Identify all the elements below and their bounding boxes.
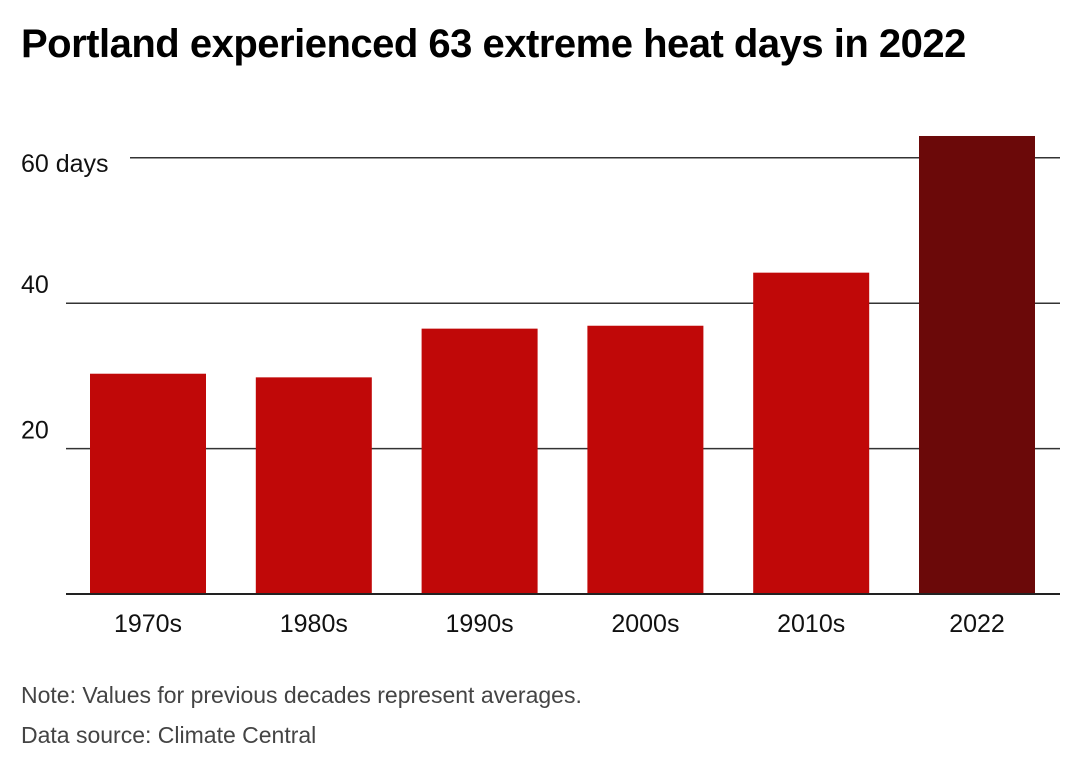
- bars: [90, 135, 1035, 595]
- bar: [753, 272, 870, 594]
- gridlines: [66, 157, 1060, 450]
- y-tick-label: 20: [21, 417, 49, 445]
- bar: [587, 325, 704, 594]
- x-axis-labels: 1970s 1980s 1990s 2000s 2010s 2022: [114, 610, 1005, 638]
- y-axis-labels: 20 40 60 days: [21, 150, 109, 445]
- data-source: Data source: Climate Central: [21, 722, 317, 748]
- y-tick-label: 60 days: [21, 150, 109, 178]
- x-tick-label: 2022: [949, 610, 1005, 638]
- bar: [421, 328, 538, 594]
- x-tick-label: 2010s: [777, 610, 845, 638]
- bar: [90, 373, 206, 594]
- x-tick-label: 1980s: [280, 610, 348, 638]
- x-tick-label: 2000s: [611, 610, 679, 638]
- bar-chart: 20 40 60 days 1970s 1980s 1990s 2000s 2010s 202…: [21, 135, 1060, 638]
- x-tick-label: 1990s: [446, 610, 514, 638]
- y-tick-label: 40: [21, 271, 49, 299]
- chart-title: Portland experienced 63 extreme heat day…: [21, 22, 966, 66]
- bar: [255, 377, 372, 594]
- footnote: Note: Values for previous decades repres…: [21, 682, 582, 708]
- x-tick-label: 1970s: [114, 610, 182, 638]
- bar: [919, 135, 1035, 595]
